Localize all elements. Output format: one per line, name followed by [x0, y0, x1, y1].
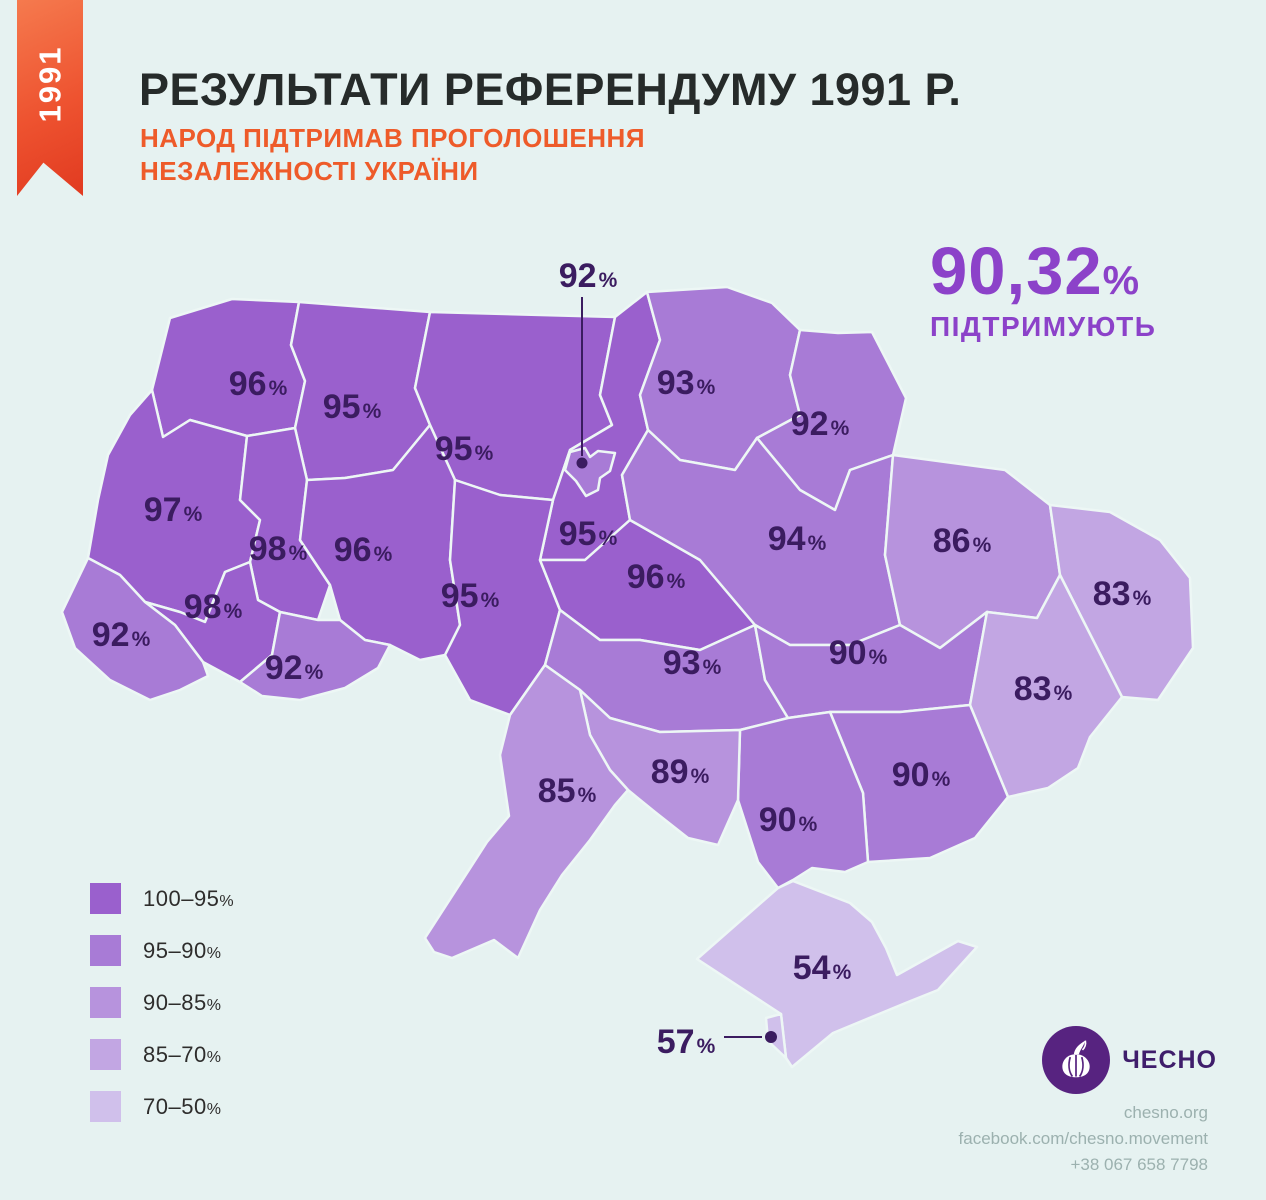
- region-odesa: [423, 663, 630, 960]
- footer-website: chesno.org: [1123, 1103, 1208, 1122]
- year-ribbon: 1991: [17, 0, 83, 196]
- region-label-donetsk: 83%: [1014, 670, 1073, 708]
- region-label-ternopil: 98%: [249, 530, 308, 568]
- legend-label: 90–85%: [143, 989, 222, 1015]
- national-result-label: ПІДТРИМУЮТЬ: [930, 311, 1157, 342]
- region-label-kyiv-oblast: 95%: [559, 515, 618, 553]
- footer-facebook: facebook.com/chesno.movement: [958, 1129, 1208, 1148]
- region-label-dnipropetrovsk: 90%: [829, 634, 888, 672]
- region-chernivtsi: [238, 610, 392, 702]
- region-label-volyn: 96%: [229, 365, 288, 403]
- legend-label: 85–70%: [143, 1041, 222, 1067]
- region-label-crimea: 54%: [793, 949, 852, 987]
- footer-phone: +38 067 658 7798: [1070, 1155, 1208, 1174]
- region-label-chernivtsi: 92%: [265, 649, 324, 687]
- region-label-kherson: 90%: [759, 801, 818, 839]
- map-regions: [60, 285, 1195, 1069]
- region-label-ivano-frankivsk: 98%: [184, 588, 243, 626]
- garlic-icon: [1062, 1040, 1090, 1078]
- chesno-logo: ЧЕСНО: [1042, 1026, 1217, 1094]
- legend-row: 100–95%: [90, 883, 234, 914]
- subtitle-line-2: НЕЗАЛЕЖНОСТІ УКРАЇНИ: [140, 156, 479, 186]
- region-label-kyiv-city: 92%: [559, 257, 618, 295]
- legend-row: 70–50%: [90, 1091, 234, 1122]
- map-labels: 96% 95%95%95%93%92%97%98% 96%95%96%94% 86%8…: [92, 257, 1152, 1061]
- legend-row: 90–85%: [90, 987, 234, 1018]
- legend-swatch-95-90: [90, 935, 121, 966]
- legend-row: 85–70%: [90, 1039, 234, 1070]
- national-result: 90,32% ПІДТРИМУЮТЬ: [930, 238, 1156, 343]
- region-label-khmelnytskyi: 96%: [334, 531, 393, 569]
- region-zakarpattia: [60, 556, 210, 702]
- legend-swatch-90-85: [90, 987, 121, 1018]
- legend-label: 100–95%: [143, 885, 235, 911]
- chesno-wordmark: ЧЕСНО: [1122, 1045, 1217, 1074]
- kyiv-city-callout-dot: [576, 457, 588, 469]
- region-label-odesa: 85%: [538, 772, 597, 810]
- region-label-poltava: 94%: [768, 520, 827, 558]
- map-legend: 100–95% 95–90% 90–85% 85–70% 70–50%: [90, 883, 234, 1143]
- legend-swatch-100-95: [90, 883, 121, 914]
- region-label-lviv: 97%: [144, 491, 203, 529]
- legend-label: 95–90%: [143, 937, 222, 963]
- legend-row: 95–90%: [90, 935, 234, 966]
- region-label-rivne: 95%: [323, 388, 382, 426]
- sevastopol-callout-dot: [765, 1031, 777, 1043]
- region-label-kharkiv: 86%: [933, 522, 992, 560]
- national-result-value: 90,32%: [930, 234, 1141, 309]
- legend-swatch-85-70: [90, 1039, 121, 1070]
- region-label-zaporizhzhia: 90%: [892, 756, 951, 794]
- subtitle-line-1: НАРОД ПІДТРИМАВ ПРОГОЛОШЕННЯ: [140, 123, 646, 153]
- garlic-logo-icon: [1042, 1026, 1111, 1094]
- legend-swatch-70-50: [90, 1091, 121, 1122]
- region-label-zakarpattia: 92%: [92, 616, 151, 654]
- region-label-mykolaiv: 89%: [651, 753, 710, 791]
- region-label-sevastopol: 57%: [657, 1023, 716, 1061]
- region-label-vinnytsia: 95%: [441, 577, 500, 615]
- percent-sign: %: [1102, 257, 1141, 303]
- region-label-cherkasy: 96%: [627, 558, 686, 596]
- legend-label: 70–50%: [143, 1093, 222, 1119]
- footer-contacts: chesno.org facebook.com/chesno.movement …: [959, 1100, 1208, 1178]
- region-label-chernihiv: 93%: [657, 364, 716, 402]
- region-label-luhansk: 83%: [1093, 575, 1152, 613]
- page-title: РЕЗУЛЬТАТИ РЕФЕРЕНДУМУ 1991 Р.: [139, 64, 962, 115]
- region-label-kirovohrad: 93%: [663, 644, 722, 682]
- region-kherson: [736, 710, 870, 890]
- region-label-zhytomyr: 95%: [435, 430, 494, 468]
- region-label-sumy: 92%: [791, 405, 850, 443]
- map-callouts: [576, 297, 777, 1043]
- page-subtitle: НАРОД ПІДТРИМАВ ПРОГОЛОШЕННЯ НЕЗАЛЕЖНОСТ…: [140, 122, 645, 188]
